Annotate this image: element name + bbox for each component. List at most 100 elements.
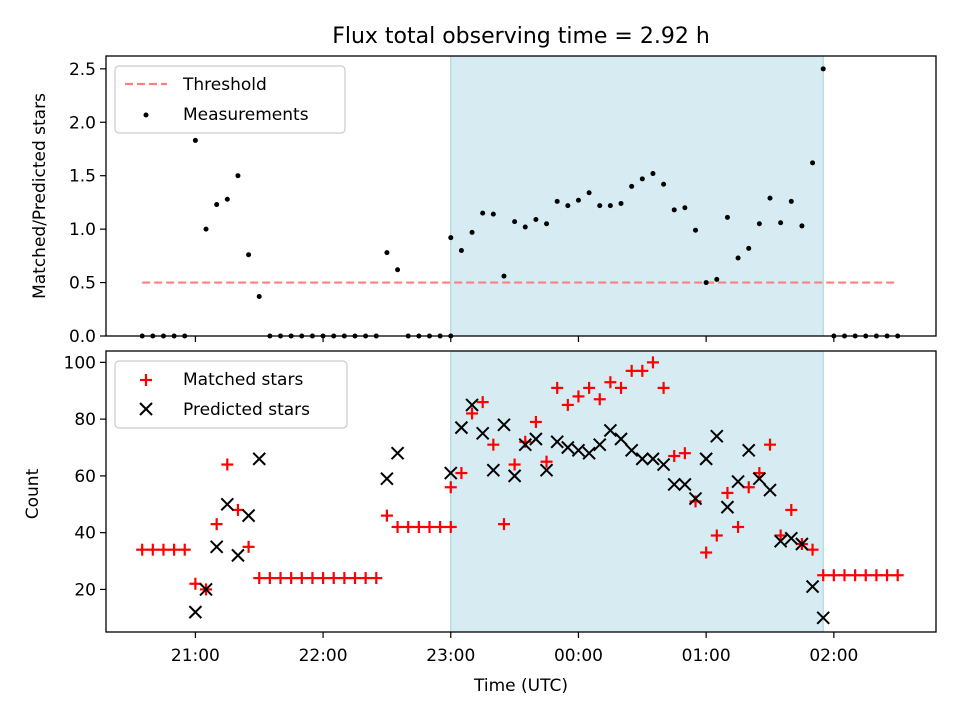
predicted-star-point — [784, 531, 798, 546]
predicted-star-point — [571, 443, 586, 458]
bottom-y-axis-label: Count — [23, 468, 43, 519]
matched-star-point — [721, 486, 734, 499]
predicted-star-point — [805, 579, 820, 594]
matched-star-point — [700, 546, 713, 559]
predicted-star-point — [624, 443, 639, 458]
matched-star-point — [274, 572, 287, 585]
predicted-star-point — [646, 452, 660, 466]
measurement-point — [778, 220, 784, 226]
measurement-point — [235, 173, 241, 179]
measurement-point — [384, 250, 390, 256]
matched-star-point — [732, 520, 745, 533]
matched-star-point — [210, 518, 223, 531]
measurement-point — [810, 160, 816, 166]
measurement-point — [544, 221, 550, 227]
predicted-star-point — [710, 429, 724, 443]
bottom-y-tick-label: 40 — [74, 524, 96, 544]
bottom-plot-frame — [105, 350, 937, 633]
predicted-star-point — [699, 452, 713, 466]
matched-star-point — [849, 569, 862, 582]
measurement-point — [533, 217, 539, 223]
matched-star-point — [508, 458, 521, 471]
matched-star-point — [764, 438, 776, 451]
measurement-point — [788, 198, 794, 204]
matched-star-point — [497, 518, 510, 531]
matched-star-point — [593, 393, 606, 406]
measurement-point — [746, 245, 752, 251]
top-y-axis-label: Matched/Predicted stars — [30, 93, 50, 299]
matched-star-point — [891, 569, 904, 582]
matched-star-point — [231, 503, 244, 516]
measurement-point — [214, 202, 220, 208]
matched-star-point — [295, 572, 308, 585]
matched-star-point — [540, 455, 553, 468]
matched-star-point — [625, 364, 638, 377]
bottom-shaded-span — [450, 350, 824, 633]
predicted-star-point — [380, 472, 394, 486]
predicted-star-point — [199, 582, 213, 597]
matched-star-point — [189, 577, 202, 590]
matched-star-point — [221, 458, 234, 471]
measurement-point — [650, 171, 656, 177]
measurement-point — [522, 224, 528, 230]
matched-star-point — [710, 529, 723, 542]
predicted-star-point — [188, 605, 203, 619]
predicted-star-point — [529, 432, 543, 446]
top-panel: 0.0 0.5 1.0 1.5 2.0 2.5 Matched/Predicted sta… — [30, 55, 937, 347]
matched-star-point — [178, 543, 191, 556]
predicted-star-point — [231, 548, 245, 563]
matched-star-point — [444, 481, 457, 494]
matched-star-point — [455, 467, 468, 480]
measurement-point — [629, 183, 635, 189]
matched-star-point — [657, 381, 670, 394]
measurement-point — [256, 293, 262, 299]
measurement-point — [512, 219, 518, 225]
predicted-star-point — [539, 463, 554, 477]
matched-star-point — [859, 569, 872, 582]
predicted-star-point — [678, 477, 692, 492]
measurement-point — [735, 255, 741, 261]
matched-star-point — [615, 381, 628, 394]
predicted-star-point — [593, 437, 607, 452]
measurement-point — [203, 226, 209, 232]
predicted-star-point — [241, 508, 256, 523]
predicted-star-point — [731, 474, 745, 489]
matched-star-point — [263, 572, 276, 585]
predicted-star-point — [816, 611, 830, 625]
measurement-point — [480, 210, 486, 216]
predicted-star-point — [454, 420, 469, 435]
predicted-star-point — [507, 469, 522, 483]
matched-star-point — [604, 376, 617, 389]
top-y-tick-label: 2.5 — [69, 60, 96, 80]
measurement-point — [586, 190, 592, 196]
matched-star-point — [742, 481, 755, 494]
predicted-star-point — [561, 440, 575, 455]
matched-star-point — [168, 543, 181, 556]
bottom-y-tick-label: 20 — [74, 580, 96, 600]
measurement-point — [224, 196, 230, 202]
predicted-star-point — [475, 426, 490, 441]
measurement-point — [756, 221, 762, 227]
measurement-point — [458, 248, 464, 254]
matched-star-point — [391, 520, 404, 533]
measurement-point — [192, 137, 198, 143]
measurement-point — [618, 200, 624, 206]
bottom-legend: Matched stars Predicted stars — [114, 360, 348, 429]
measurement-point — [469, 229, 475, 235]
matched-star-point — [870, 569, 883, 582]
measurement-point — [597, 203, 603, 209]
predicted-star-point — [614, 432, 628, 446]
matched-star-point — [774, 529, 787, 542]
matched-star-point — [370, 572, 383, 585]
matched-star-point — [285, 572, 298, 585]
measurement-point — [767, 195, 773, 201]
x-tick-label: 22:00 — [299, 646, 348, 666]
x-tick-label: 23:00 — [426, 646, 475, 666]
predicted-star-point — [742, 443, 756, 458]
predicted-star-point — [667, 477, 681, 492]
matched-star-point — [359, 572, 372, 585]
top-y-tick-label: 1.5 — [69, 167, 96, 187]
x-tick-label: 21:00 — [171, 646, 220, 666]
matched-star-point — [412, 520, 425, 533]
top-shaded-span — [450, 55, 824, 337]
